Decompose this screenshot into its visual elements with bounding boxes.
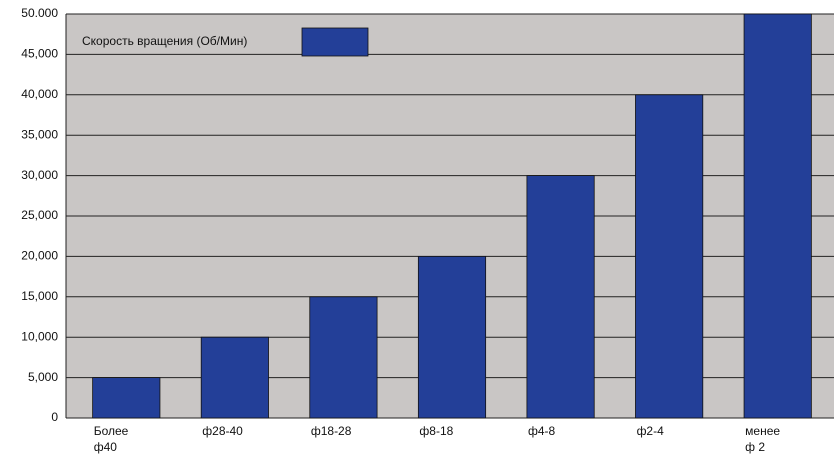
y-tick-label: 20,000 (21, 249, 58, 263)
y-tick-label: 5,000 (28, 370, 58, 384)
bar (92, 377, 161, 419)
bar (635, 94, 704, 419)
y-tick-label: 35,000 (21, 127, 58, 141)
x-tick-label: ф18-28 (311, 424, 352, 438)
x-tick-label-line: Более (94, 424, 129, 438)
y-tick-label: 30,000 (21, 168, 58, 182)
y-tick-label: 25,000 (21, 208, 58, 222)
y-tick-label: 50.000 (21, 6, 58, 20)
x-tick-label: ф2-4 (637, 424, 665, 438)
bar (200, 336, 269, 419)
x-tick-label-line: ф40 (94, 440, 118, 454)
bar (526, 175, 595, 419)
y-tick-label: 10,000 (21, 329, 58, 343)
x-tick-label: менее ф 2 (745, 424, 780, 454)
y-tick-label: 15,000 (21, 289, 58, 303)
x-tick-label-line: ф 2 (745, 440, 765, 454)
y-tick-label: 0 (51, 410, 58, 424)
bar (309, 296, 378, 419)
bar (743, 13, 812, 419)
y-tick-label: 45,000 (21, 47, 58, 61)
bar (417, 255, 487, 419)
x-tick-label: ф28-40 (202, 424, 243, 438)
x-tick-label-line: менее (745, 424, 780, 438)
legend-swatch (301, 27, 369, 57)
x-tick-label: ф8-18 (419, 424, 453, 438)
x-tick-label: ф4-8 (528, 424, 556, 438)
legend-label: Скорость вращения (Об/Мин) (82, 34, 247, 48)
y-tick-label: 40,000 (21, 87, 58, 101)
x-tick-label: Более ф40 (94, 424, 129, 454)
